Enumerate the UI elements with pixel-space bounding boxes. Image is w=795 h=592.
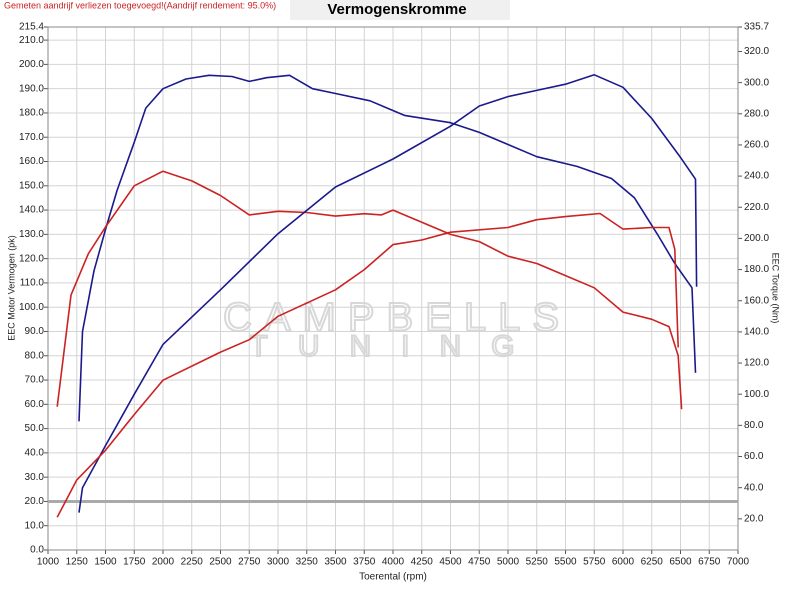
- x-tick-label: 1500: [94, 557, 117, 568]
- x-tick-label: 4750: [468, 557, 491, 568]
- y-tick-label: 120.0: [19, 253, 44, 264]
- x-tick-label: 1250: [66, 557, 89, 568]
- x-tick-label: 4500: [439, 557, 462, 568]
- y-axis-label: EEC Motor Vermogen (pk): [6, 235, 16, 341]
- y2-tick-label: 120.0: [744, 358, 769, 369]
- y2-tick-label: 60.0: [744, 451, 764, 462]
- y-tick-label: 70.0: [25, 375, 45, 386]
- x-tick-label: 2250: [181, 557, 204, 568]
- series-line: [56, 170, 683, 410]
- y-tick-label: 10.0: [25, 520, 45, 531]
- x-tick-label: 5000: [497, 557, 520, 568]
- y-tick-label: 150.0: [19, 180, 44, 191]
- y-tick-label: 60.0: [25, 399, 45, 410]
- x-tick-label: 5500: [554, 557, 577, 568]
- y2-tick-label: 335.7: [744, 22, 769, 33]
- y2-tick-label: 260.0: [744, 140, 769, 151]
- x-tick-label: 1750: [123, 557, 146, 568]
- series-line: [56, 212, 679, 518]
- x-tick-label: 3000: [267, 557, 290, 568]
- plot-frame: [47, 26, 739, 551]
- y-tick-label: 170.0: [19, 132, 44, 143]
- x-tick-label: 6250: [641, 557, 664, 568]
- x-tick-label: 1000: [37, 557, 60, 568]
- watermark: TUNING: [250, 330, 545, 363]
- y2-tick-label: 280.0: [744, 108, 769, 119]
- y-tick-label: 215.4: [19, 22, 44, 33]
- x-tick-label: 3750: [353, 557, 376, 568]
- x-tick-label: 3250: [296, 557, 319, 568]
- y-tick-label: 110.0: [20, 278, 45, 289]
- x-tick-label: 6750: [698, 557, 721, 568]
- series-line: [78, 74, 697, 422]
- y-tick-label: 20.0: [25, 496, 45, 507]
- x-tick-label: 4000: [382, 557, 405, 568]
- x-tick-label: 3500: [324, 557, 347, 568]
- y2-tick-label: 200.0: [744, 233, 769, 244]
- y-tick-label: 0.0: [30, 545, 44, 556]
- x-tick-label: 2000: [152, 557, 175, 568]
- y2-tick-label: 40.0: [744, 482, 764, 493]
- y-tick-label: 210.0: [19, 35, 44, 46]
- x-tick-label: 2500: [209, 557, 232, 568]
- y-tick-label: 160.0: [19, 156, 44, 167]
- x-tick-label: 5750: [583, 557, 606, 568]
- y-tick-label: 200.0: [19, 59, 44, 70]
- chart-title: Vermogenskromme: [327, 1, 466, 18]
- x-tick-label: 7000: [727, 557, 750, 568]
- title-box: [290, 0, 510, 20]
- y-tick-label: 80.0: [25, 350, 45, 361]
- series-line: [78, 74, 698, 513]
- y-tick-label: 180.0: [19, 108, 44, 119]
- y-tick-label: 40.0: [25, 448, 45, 459]
- y2-tick-label: 80.0: [744, 420, 764, 431]
- y2-tick-label: 20.0: [744, 513, 764, 524]
- y2-axis-label: EEC Torque (Nm): [771, 253, 781, 324]
- x-axis-label: Toerental (rpm): [359, 572, 427, 583]
- y-tick-label: 90.0: [25, 326, 45, 337]
- y2-tick-label: 160.0: [744, 295, 769, 306]
- x-tick-label: 6500: [669, 557, 692, 568]
- y2-tick-label: 300.0: [744, 77, 769, 88]
- y2-tick-label: 180.0: [744, 264, 769, 275]
- x-tick-label: 2750: [238, 557, 261, 568]
- y-tick-label: 50.0: [25, 423, 45, 434]
- y-tick-label: 30.0: [25, 472, 45, 483]
- y2-tick-label: 140.0: [744, 327, 769, 338]
- x-tick-label: 6000: [612, 557, 635, 568]
- y-tick-label: 140.0: [19, 205, 44, 216]
- y2-tick-label: 240.0: [744, 171, 769, 182]
- y2-tick-label: 100.0: [744, 389, 769, 400]
- y2-tick-label: 220.0: [744, 202, 769, 213]
- x-tick-label: 4250: [411, 557, 434, 568]
- x-tick-label: 5250: [526, 557, 549, 568]
- note: Gemeten aandrijf verliezen toegevoegd!(A…: [4, 0, 276, 10]
- y-tick-label: 130.0: [19, 229, 44, 240]
- y-tick-label: 100.0: [19, 302, 44, 313]
- y-tick-label: 190.0: [19, 83, 44, 94]
- y2-tick-label: 320.0: [744, 46, 769, 57]
